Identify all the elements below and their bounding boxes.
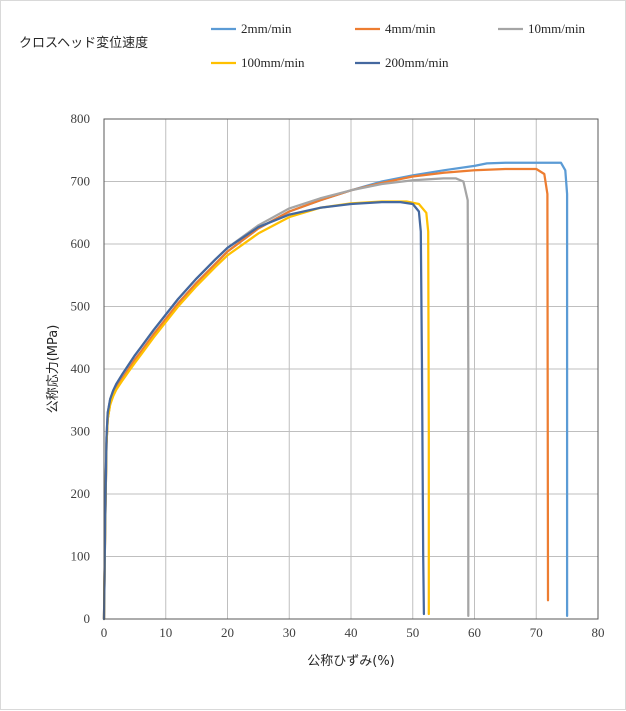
y-tick-label: 100 [71,549,91,564]
y-tick-label: 300 [71,424,91,439]
x-tick-label: 40 [345,625,358,640]
legend-label: 4mm/min [385,21,436,36]
legend-label: 100mm/min [241,55,305,70]
y-tick-label: 400 [71,361,91,376]
series-line-2 [102,167,550,621]
x-axis-label: 公称ひずみ(%) [307,654,395,669]
x-tick-label: 50 [406,625,419,640]
x-tick-label: 30 [283,625,296,640]
x-tick-label: 20 [221,625,234,640]
y-tick-label: 0 [84,611,91,626]
x-tick-label: 10 [159,625,172,640]
series-line-5 [102,200,426,621]
y-tick-label: 800 [71,111,91,126]
plot-area-border [103,118,599,620]
y-axis-label: 公称応力(MPa) [46,325,61,414]
y-tick-label: 500 [71,299,91,314]
x-tick-label: 60 [468,625,481,640]
x-tick-labels: 0 10 20 30 40 50 60 70 80 [101,625,605,640]
y-tick-labels: 0 100 200 300 400 500 600 700 800 [71,111,91,626]
y-tick-label: 700 [71,174,91,189]
x-tick-label: 0 [101,625,108,640]
legend-label: 200mm/min [385,55,449,70]
legend-label: 10mm/min [528,21,586,36]
x-tick-label: 70 [530,625,543,640]
legend: 2mm/min 4mm/min 10mm/min 100mm/min 200mm/min [211,21,586,70]
y-tick-label: 200 [71,486,91,501]
legend-title: クロスヘッド変位速度 [19,35,148,51]
data-series [102,161,569,621]
legend-label: 2mm/min [241,21,292,36]
series-line-4 [102,200,430,621]
y-tick-label: 600 [71,236,91,251]
series-line-1 [102,161,569,621]
x-tick-label: 80 [592,625,605,640]
grid-lines [104,119,598,619]
